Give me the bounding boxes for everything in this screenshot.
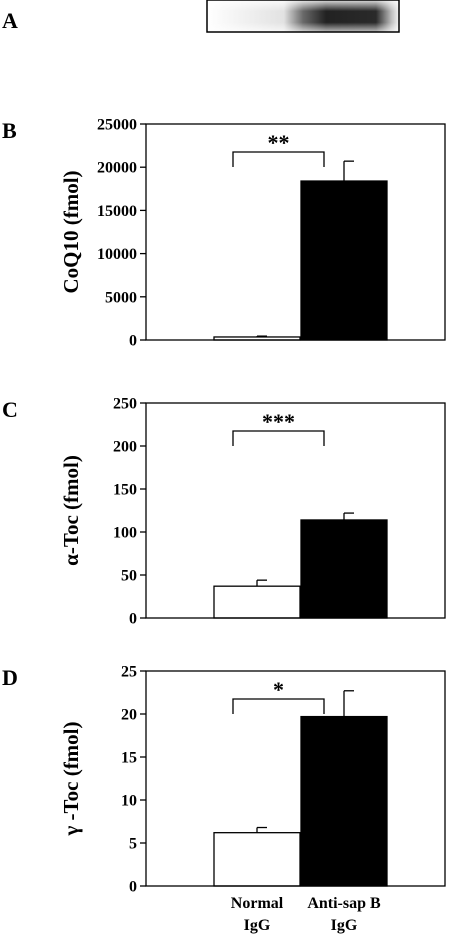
chart-b-panel-label: B	[2, 118, 17, 143]
chart-b: B CoQ10 (fmol) 0 5000 10000 15000 20000 25000 **	[2, 117, 446, 350]
chart-c-ytick-label: 200	[113, 439, 137, 456]
chart-d-frame	[145, 670, 446, 887]
chart-b-ylabel: CoQ10 (fmol)	[59, 170, 83, 293]
chart-c-ytick-label: 50	[121, 568, 137, 585]
chart-c-ylabel: α-Toc (fmol)	[59, 455, 83, 566]
panel-a-label: A	[2, 8, 18, 33]
chart-d-ytick-label: 0	[129, 879, 137, 896]
chart-d-ytick-label: 20	[121, 707, 137, 724]
chart-b-significance-bracket	[232, 151, 325, 167]
chart-b-ytick-label: 15000	[97, 203, 137, 220]
chart-c-ytick-label: 250	[113, 396, 137, 413]
chart-b-frame	[145, 123, 446, 341]
chart-d-category-label: Anti-sap B	[307, 895, 381, 912]
chart-b-ytick-label: 25000	[97, 117, 137, 134]
chart-d-category-label: IgG	[244, 917, 271, 934]
chart-d-ylabel: γ -Toc (fmol)	[59, 721, 83, 836]
chart-c-panel-label: C	[2, 397, 18, 422]
western-blot	[206, 0, 400, 33]
chart-c-bar	[213, 585, 301, 619]
chart-d-bar	[213, 832, 301, 887]
chart-d-ytick-label: 25	[121, 664, 137, 681]
chart-b-bar	[300, 180, 388, 341]
chart-d-ytick-label: 10	[121, 793, 137, 810]
chart-d-ytick-label: 15	[121, 750, 137, 767]
chart-c-ytick-label: 100	[113, 525, 137, 542]
chart-b-ytick-label: 0	[129, 333, 137, 350]
chart-c-ytick-label: 150	[113, 482, 137, 499]
chart-b-ytick-label: 20000	[97, 160, 137, 177]
chart-d-significance-label: *	[273, 677, 284, 702]
chart-b-significance-label: **	[268, 130, 290, 155]
chart-c-bar	[300, 519, 388, 619]
chart-c: Cα-Toc (fmol) 0 50 100 150 200 250 ***	[2, 396, 446, 628]
chart-c-significance-label: ***	[262, 409, 295, 434]
chart-d-significance-bracket	[232, 698, 325, 714]
chart-d-panel-label: D	[2, 665, 18, 690]
chart-b-ytick-label: 5000	[105, 289, 137, 306]
chart-b-ytick-label: 10000	[97, 246, 137, 263]
chart-c-ytick-label: 0	[129, 611, 137, 628]
chart-d-bar	[300, 715, 388, 887]
chart-d-ytick-label: 5	[129, 836, 137, 853]
chart-c-frame	[145, 402, 446, 619]
chart-c-significance-bracket	[232, 430, 325, 446]
chart-d-category-label: IgG	[331, 917, 358, 934]
chart-d: Dγ -Toc (fmol) 0 5 10 15 20 25 * Normal IgG Anti-s…	[2, 664, 446, 934]
chart-d-category-label: Normal	[231, 895, 284, 912]
